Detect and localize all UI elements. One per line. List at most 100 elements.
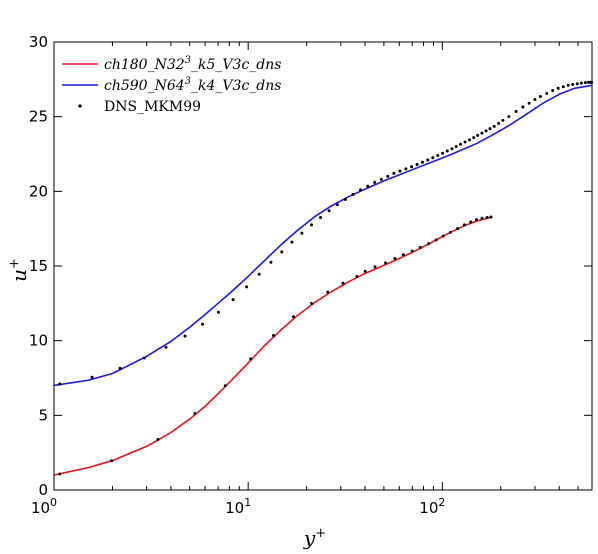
x-axis-label: y+: [303, 526, 326, 550]
data-point-marker: [373, 265, 377, 269]
data-point-marker: [431, 156, 435, 160]
data-point-marker: [351, 192, 355, 196]
data-point-marker: [575, 82, 579, 86]
data-point-marker: [355, 274, 359, 278]
legend-entry-label: ch590_N643_k4_V3c_dns: [104, 76, 281, 94]
legend-entry-label: ch180_N323_k5_V3c_dns: [104, 55, 281, 73]
data-point-marker: [441, 234, 445, 238]
y-tick-label: 15: [29, 257, 48, 275]
data-point-marker: [363, 269, 367, 273]
legend-entry-text: ch180_N32: [104, 57, 185, 73]
data-point-marker: [415, 162, 419, 166]
series-line-0: [53, 216, 493, 476]
data-point-marker: [545, 92, 549, 96]
x-tick-label-base: 10: [419, 499, 438, 517]
data-point-marker: [441, 151, 445, 155]
data-point-marker: [556, 86, 560, 90]
data-point-marker: [561, 85, 565, 89]
data-point-marker: [379, 177, 383, 181]
data-point-marker: [456, 227, 460, 231]
legend-swatch-marker: [78, 104, 82, 108]
data-point-marker: [110, 459, 114, 463]
x-tick-label-base: 10: [225, 499, 244, 517]
data-point-marker: [497, 121, 501, 125]
y-tick-label: 10: [29, 332, 48, 350]
data-point-marker: [472, 136, 476, 140]
data-point-marker: [458, 142, 462, 146]
legend-entry-superscript: 3: [185, 55, 191, 66]
data-point-marker: [489, 215, 493, 219]
data-point-marker: [257, 272, 261, 276]
data-point-marker: [118, 366, 122, 370]
data-point-marker: [454, 145, 458, 149]
data-point-marker: [521, 105, 525, 109]
legend-entry-text: DNS_MKM99: [104, 99, 201, 115]
data-point-marker: [404, 167, 408, 171]
data-point-marker: [393, 257, 397, 261]
data-point-marker: [398, 169, 402, 173]
data-point-marker: [485, 215, 489, 219]
data-point-marker: [480, 131, 484, 135]
y-tick-label: 20: [29, 182, 48, 200]
data-point-marker: [142, 356, 146, 360]
data-point-marker: [366, 184, 370, 188]
data-point-marker: [527, 101, 531, 105]
data-point-marker: [280, 250, 284, 254]
x-tick-label: 100: [31, 496, 57, 517]
data-point-marker: [401, 253, 405, 257]
data-point-marker: [480, 216, 484, 220]
y-tick-label: 0: [38, 481, 48, 499]
data-point-marker: [427, 242, 431, 246]
data-point-marker: [269, 260, 273, 264]
data-point-marker: [410, 249, 414, 253]
data-point-marker: [492, 124, 496, 128]
data-point-marker: [216, 310, 220, 314]
data-point-marker: [343, 198, 347, 202]
data-point-marker: [341, 281, 345, 285]
data-point-marker: [488, 127, 492, 131]
data-point-marker: [164, 345, 168, 349]
data-point-marker: [201, 322, 205, 326]
y-axis-label-symbol: u: [7, 269, 31, 282]
data-point-marker: [583, 81, 587, 85]
data-point-marker: [476, 133, 480, 137]
data-point-marker: [373, 180, 377, 184]
y-axis-label: u+: [7, 258, 31, 282]
y-tick-label: 30: [29, 33, 48, 51]
data-point-marker: [249, 357, 253, 361]
data-point-marker: [445, 149, 449, 153]
data-point-marker: [271, 333, 275, 337]
data-point-marker: [310, 301, 314, 305]
x-tick-label-exponent: 1: [244, 496, 251, 509]
data-point-marker: [384, 261, 388, 265]
data-point-marker: [475, 218, 479, 222]
x-tick-label-exponent: 0: [50, 496, 57, 509]
data-point-marker: [450, 147, 454, 151]
data-point-marker: [386, 174, 390, 178]
data-point-marker: [420, 160, 424, 164]
x-tick-label-exponent: 2: [438, 496, 445, 509]
data-point-marker: [463, 140, 467, 144]
axis-labels: y+u+: [7, 258, 326, 550]
series-line-1: [53, 84, 593, 387]
data-point-marker: [467, 138, 471, 142]
data-point-marker: [571, 83, 575, 87]
data-point-marker: [501, 118, 505, 122]
data-point-marker: [551, 89, 555, 93]
data-point-marker: [426, 158, 430, 162]
data-point-marker: [590, 80, 594, 84]
y-tick-label: 25: [29, 108, 48, 126]
legend-entry-superscript: 3: [185, 76, 191, 87]
data-point-marker: [392, 171, 396, 175]
legend-entry-label: DNS_MKM99: [104, 99, 201, 115]
y-axis-label-superscript: +: [7, 258, 22, 269]
x-axis-label-superscript: +: [315, 526, 326, 541]
data-point-marker: [300, 231, 304, 235]
legend-entry-suffix: _k4_V3c_dns: [191, 78, 281, 94]
data-point-marker: [448, 230, 452, 234]
data-point-marker: [231, 298, 235, 302]
data-point-marker: [418, 245, 422, 249]
x-tick-label: 101: [225, 496, 251, 517]
data-point-marker: [58, 472, 62, 476]
series-layer: [53, 80, 594, 476]
